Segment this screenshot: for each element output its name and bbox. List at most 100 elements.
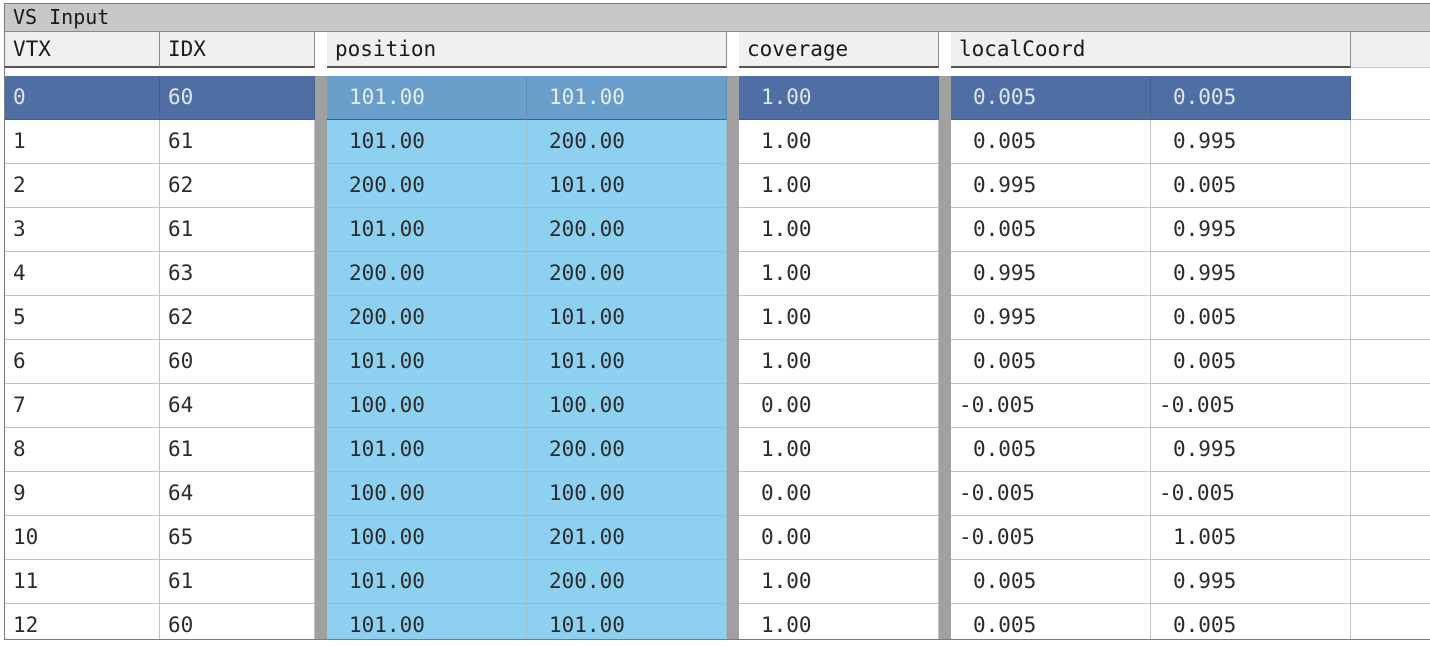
- cell-position-y[interactable]: 101.00: [527, 604, 727, 639]
- cell-idx[interactable]: 64: [160, 472, 315, 516]
- cell-idx[interactable]: 62: [160, 164, 315, 208]
- cell-localcoord-x[interactable]: 0.995: [951, 164, 1151, 208]
- cell-localcoord-y[interactable]: -0.005: [1151, 384, 1351, 428]
- cell-localcoord-x[interactable]: 0.005: [951, 604, 1151, 639]
- cell-localcoord-y[interactable]: 0.995: [1151, 428, 1351, 472]
- cell-coverage[interactable]: 1.00: [739, 164, 939, 208]
- cell-idx[interactable]: 61: [160, 120, 315, 164]
- cell-localcoord-x[interactable]: 0.995: [951, 252, 1151, 296]
- cell-coverage[interactable]: 1.00: [739, 340, 939, 384]
- cell-localcoord-y[interactable]: 0.005: [1151, 296, 1351, 340]
- cell-position-y[interactable]: 101.00: [527, 296, 727, 340]
- cell-position-x[interactable]: 101.00: [327, 340, 527, 384]
- cell-position-y[interactable]: 201.00: [527, 516, 727, 560]
- cell-localcoord-y[interactable]: 0.995: [1151, 252, 1351, 296]
- cell-idx[interactable]: 60: [160, 340, 315, 384]
- cell-position-x[interactable]: 101.00: [327, 428, 527, 472]
- cell-position-x[interactable]: 100.00: [327, 516, 527, 560]
- cell-localcoord-x[interactable]: 0.005: [951, 340, 1151, 384]
- column-separator: [939, 164, 951, 208]
- cell-localcoord-y[interactable]: -0.005: [1151, 472, 1351, 516]
- cell-position-x[interactable]: 100.00: [327, 384, 527, 428]
- column-separator: [727, 296, 739, 340]
- cell-position-y[interactable]: 200.00: [527, 428, 727, 472]
- cell-position-x[interactable]: 200.00: [327, 252, 527, 296]
- cell-localcoord-x[interactable]: 0.005: [951, 208, 1151, 252]
- cell-position-y[interactable]: 200.00: [527, 252, 727, 296]
- cell-localcoord-x[interactable]: 0.005: [951, 76, 1151, 120]
- cell-position-x[interactable]: 200.00: [327, 164, 527, 208]
- cell-position-y[interactable]: 200.00: [527, 560, 727, 604]
- cell-position-x[interactable]: 101.00: [327, 560, 527, 604]
- cell-localcoord-x[interactable]: 0.005: [951, 428, 1151, 472]
- cell-localcoord-y[interactable]: 1.005: [1151, 516, 1351, 560]
- cell-localcoord-y[interactable]: 0.005: [1151, 76, 1351, 120]
- cell-localcoord-y[interactable]: 0.005: [1151, 164, 1351, 208]
- cell-position-y[interactable]: 200.00: [527, 208, 727, 252]
- cell-idx[interactable]: 60: [160, 76, 315, 120]
- cell-position-y[interactable]: 101.00: [527, 340, 727, 384]
- cell-coverage[interactable]: 1.00: [739, 252, 939, 296]
- cell-coverage[interactable]: 1.00: [739, 560, 939, 604]
- cell-position-y[interactable]: 101.00: [527, 76, 727, 120]
- cell-localcoord-x[interactable]: 0.005: [951, 560, 1151, 604]
- cell-vtx[interactable]: 8: [5, 428, 160, 472]
- cell-idx[interactable]: 63: [160, 252, 315, 296]
- cell-position-y[interactable]: 100.00: [527, 472, 727, 516]
- cell-vtx[interactable]: 6: [5, 340, 160, 384]
- cell-coverage[interactable]: 1.00: [739, 208, 939, 252]
- cell-vtx[interactable]: 11: [5, 560, 160, 604]
- column-header-localcoord[interactable]: localCoord: [951, 32, 1351, 68]
- cell-localcoord-y[interactable]: 0.005: [1151, 604, 1351, 639]
- cell-idx[interactable]: 61: [160, 560, 315, 604]
- cell-localcoord-x[interactable]: -0.005: [951, 472, 1151, 516]
- column-header-vtx[interactable]: VTX: [5, 32, 160, 68]
- cell-coverage[interactable]: 1.00: [739, 296, 939, 340]
- cell-coverage[interactable]: 1.00: [739, 76, 939, 120]
- cell-coverage[interactable]: 1.00: [739, 428, 939, 472]
- cell-idx[interactable]: 61: [160, 208, 315, 252]
- cell-localcoord-y[interactable]: 0.995: [1151, 120, 1351, 164]
- cell-localcoord-x[interactable]: 0.005: [951, 120, 1151, 164]
- cell-coverage[interactable]: 0.00: [739, 472, 939, 516]
- cell-vtx[interactable]: 12: [5, 604, 160, 639]
- cell-vtx[interactable]: 9: [5, 472, 160, 516]
- cell-vtx[interactable]: 1: [5, 120, 160, 164]
- cell-idx[interactable]: 62: [160, 296, 315, 340]
- cell-position-x[interactable]: 101.00: [327, 120, 527, 164]
- cell-idx[interactable]: 64: [160, 384, 315, 428]
- cell-vtx[interactable]: 7: [5, 384, 160, 428]
- cell-localcoord-y[interactable]: 0.005: [1151, 340, 1351, 384]
- cell-coverage[interactable]: 0.00: [739, 516, 939, 560]
- cell-vtx[interactable]: 5: [5, 296, 160, 340]
- cell-position-x[interactable]: 100.00: [327, 472, 527, 516]
- cell-vtx[interactable]: 10: [5, 516, 160, 560]
- cell-position-x[interactable]: 101.00: [327, 604, 527, 639]
- cell-vtx[interactable]: 2: [5, 164, 160, 208]
- cell-vtx[interactable]: 4: [5, 252, 160, 296]
- cell-position-x[interactable]: 101.00: [327, 76, 527, 120]
- cell-coverage[interactable]: 0.00: [739, 384, 939, 428]
- column-header-coverage[interactable]: coverage: [739, 32, 939, 68]
- vertex-input-table[interactable]: VTX IDX position coverage localCoord 0 60…: [5, 32, 1430, 639]
- column-separator: [939, 76, 951, 120]
- cell-position-y[interactable]: 101.00: [527, 164, 727, 208]
- cell-vtx[interactable]: 0: [5, 76, 160, 120]
- column-header-idx[interactable]: IDX: [160, 32, 315, 68]
- cell-idx[interactable]: 60: [160, 604, 315, 639]
- cell-position-x[interactable]: 101.00: [327, 208, 527, 252]
- cell-localcoord-x[interactable]: -0.005: [951, 516, 1151, 560]
- cell-position-y[interactable]: 100.00: [527, 384, 727, 428]
- cell-vtx[interactable]: 3: [5, 208, 160, 252]
- cell-localcoord-x[interactable]: 0.995: [951, 296, 1151, 340]
- cell-coverage[interactable]: 1.00: [739, 120, 939, 164]
- column-header-position[interactable]: position: [327, 32, 727, 68]
- cell-idx[interactable]: 61: [160, 428, 315, 472]
- cell-idx[interactable]: 65: [160, 516, 315, 560]
- cell-position-x[interactable]: 200.00: [327, 296, 527, 340]
- cell-localcoord-y[interactable]: 0.995: [1151, 560, 1351, 604]
- cell-coverage[interactable]: 1.00: [739, 604, 939, 639]
- cell-localcoord-x[interactable]: -0.005: [951, 384, 1151, 428]
- cell-localcoord-y[interactable]: 0.995: [1151, 208, 1351, 252]
- cell-position-y[interactable]: 200.00: [527, 120, 727, 164]
